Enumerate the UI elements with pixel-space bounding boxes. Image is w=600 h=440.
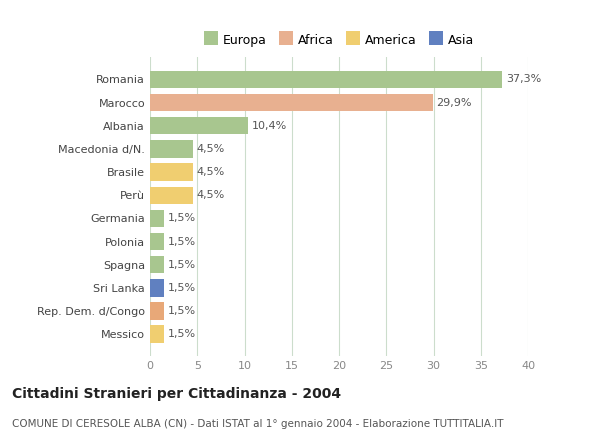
Text: Cittadini Stranieri per Cittadinanza - 2004: Cittadini Stranieri per Cittadinanza - 2… — [12, 387, 341, 401]
Bar — [150, 187, 193, 204]
Text: 1,5%: 1,5% — [168, 237, 196, 246]
Text: COMUNE DI CERESOLE ALBA (CN) - Dati ISTAT al 1° gennaio 2004 - Elaborazione TUTT: COMUNE DI CERESOLE ALBA (CN) - Dati ISTA… — [12, 419, 503, 429]
Text: 4,5%: 4,5% — [196, 144, 224, 154]
Bar — [150, 326, 164, 343]
Bar — [150, 163, 193, 181]
Text: 10,4%: 10,4% — [252, 121, 287, 131]
Bar — [150, 71, 502, 88]
Text: 4,5%: 4,5% — [196, 167, 224, 177]
Text: 1,5%: 1,5% — [168, 260, 196, 270]
Text: 1,5%: 1,5% — [168, 329, 196, 339]
Bar — [150, 117, 248, 135]
Text: 1,5%: 1,5% — [168, 306, 196, 316]
Text: 37,3%: 37,3% — [506, 74, 542, 84]
Text: 4,5%: 4,5% — [196, 190, 224, 200]
Bar — [150, 279, 164, 297]
Bar — [150, 94, 433, 111]
Text: 29,9%: 29,9% — [436, 98, 472, 108]
Bar — [150, 233, 164, 250]
Bar — [150, 256, 164, 273]
Text: 1,5%: 1,5% — [168, 213, 196, 224]
Bar — [150, 210, 164, 227]
Bar — [150, 140, 193, 158]
Legend: Europa, Africa, America, Asia: Europa, Africa, America, Asia — [204, 33, 474, 47]
Text: 1,5%: 1,5% — [168, 283, 196, 293]
Bar — [150, 302, 164, 319]
